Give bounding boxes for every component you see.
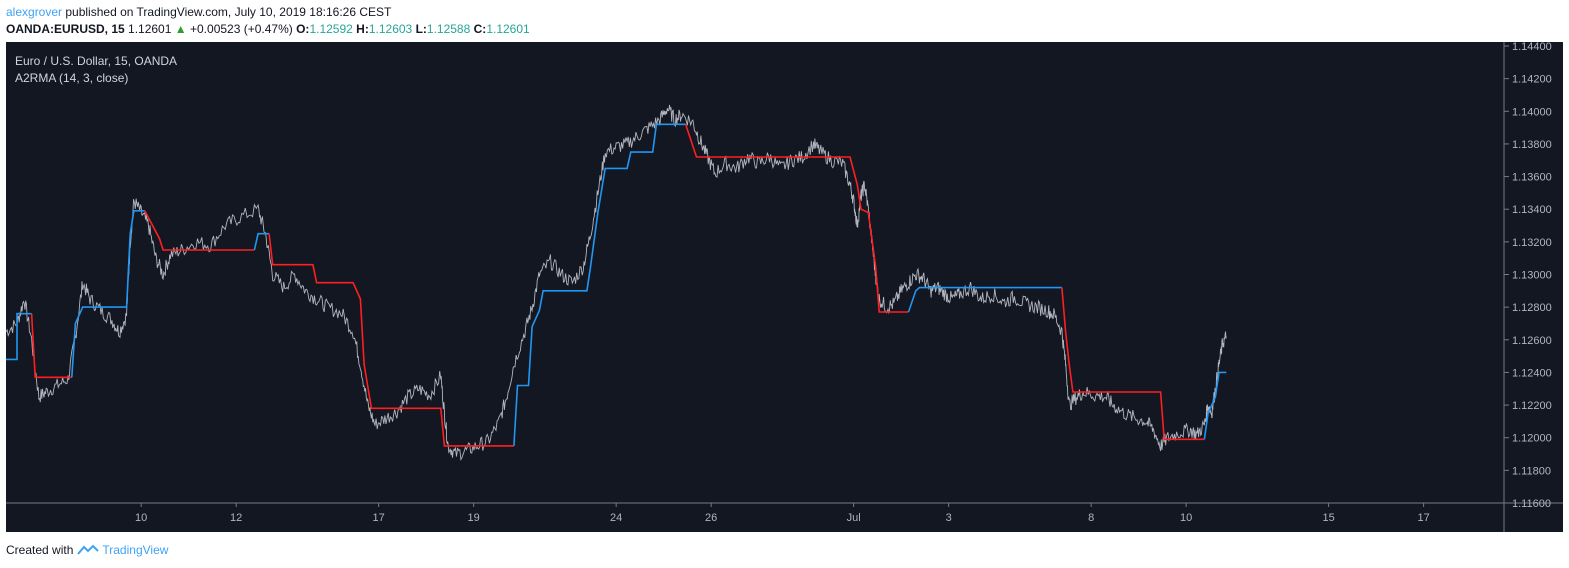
a2rma-segment [513,123,686,446]
x-tick-label: Jul [847,512,861,524]
y-tick-label: 1.12800 [1512,302,1552,314]
x-tick-label: 24 [610,512,622,524]
a2rma-segment [71,210,145,378]
x-tick-label: 15 [1322,512,1334,524]
a2rma-segment [1061,287,1205,441]
legend-indicator[interactable]: A2RMA (14, 3, close) [15,71,129,85]
y-tick-label: 1.12200 [1512,400,1552,412]
x-tick-label: 8 [1088,512,1094,524]
y-tick-label: 1.11800 [1512,465,1551,477]
x-tick-label: 3 [946,512,952,524]
x-tick-label: 26 [705,512,717,524]
a2rma-segment [907,286,1062,313]
last-price: 1.12601 [128,22,172,36]
y-tick-label: 1.13800 [1512,139,1552,151]
price-layer [6,104,1227,461]
a2rma-segment [144,210,255,251]
legend-title: Euro / U.S. Dollar, 15, OANDA [15,54,178,68]
symbol-label: OANDA:EURUSD, 15 [6,22,125,36]
up-arrow-icon: ▲ [174,22,187,36]
x-tick-label: 10 [1180,512,1192,524]
y-tick-label: 1.14200 [1512,74,1552,86]
high-label: H: [356,22,369,36]
x-tick-label: 17 [1417,512,1429,524]
tradingview-brand[interactable]: TradingView [102,543,169,557]
y-tick-label: 1.13200 [1512,237,1552,249]
y-tick-label: 1.13000 [1512,270,1552,282]
close-label: C: [473,22,487,36]
a2rma-layer [6,123,1227,447]
created-with-text: Created with [6,543,74,557]
y-tick-label: 1.12600 [1512,335,1552,347]
chart-panel[interactable]: 1.11600 1.11800 1.12000 1.12200 1.12400 1.126… [6,42,1563,532]
y-tick-label: 1.12000 [1512,433,1552,445]
a2rma-segment [268,233,514,447]
x-tick-label: 10 [135,512,147,524]
y-tick-label: 1.12400 [1512,367,1552,379]
price-line [6,104,1227,461]
author-link[interactable]: alexgrover [6,5,63,19]
chart-svg[interactable]: 1.11600 1.11800 1.12000 1.12200 1.12400 1.126… [6,42,1563,532]
y-tick-label: 1.11600 [1512,498,1551,510]
low-value: 1.12588 [426,22,471,36]
x-tick-label: 17 [373,512,385,524]
a2rma-segment [684,124,909,313]
high-value: 1.12603 [368,22,413,36]
open-label: O: [296,22,310,36]
a2rma-segment [1203,371,1227,440]
chart-legend: Euro / U.S. Dollar, 15, OANDA A2RMA (14,… [15,53,177,87]
tradingview-logo-icon [77,544,100,555]
axis-layer: 1.11600 1.11800 1.12000 1.12200 1.12400 1.126… [6,42,1563,532]
price-change: +0.00523 (+0.47%) [190,22,293,36]
y-tick-label: 1.14400 [1512,42,1552,53]
a2rma-segment [30,313,72,379]
publish-text: published on TradingView.com, July 10, 2… [62,5,392,19]
a2rma-segment [253,232,270,251]
close-value: 1.12601 [486,22,530,36]
footer: Created with TradingView [6,543,168,557]
a2rma-segment [6,312,32,361]
y-tick-label: 1.13600 [1512,172,1552,184]
low-label: L: [415,22,427,36]
y-tick-label: 1.13400 [1512,204,1552,216]
x-tick-label: 19 [468,512,480,524]
open-value: 1.12592 [309,22,353,36]
y-tick-label: 1.14000 [1512,106,1552,118]
publish-info: alexgrover published on TradingView.com,… [6,5,391,19]
quote-line: OANDA:EURUSD, 15 1.12601 ▲ +0.00523 (+0.… [6,22,530,36]
x-tick-label: 12 [230,512,242,524]
